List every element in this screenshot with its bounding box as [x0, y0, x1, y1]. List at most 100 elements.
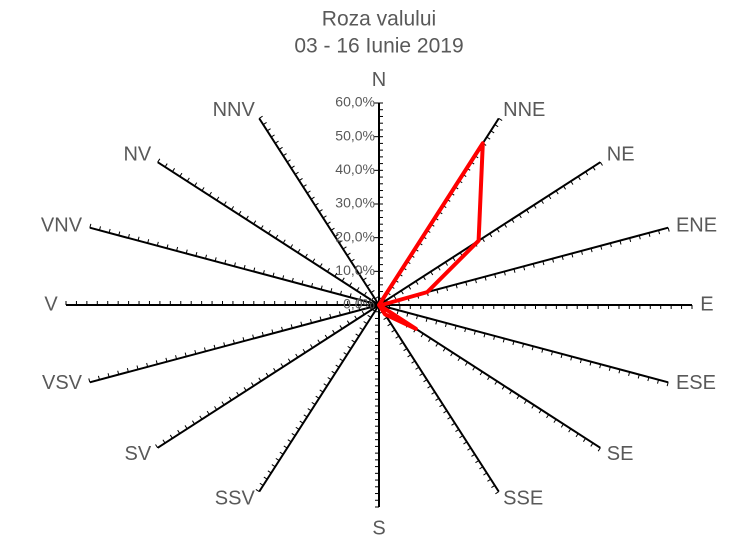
- minor-tick: [279, 451, 284, 455]
- minor-tick: [472, 366, 476, 371]
- minor-tick: [599, 364, 602, 369]
- minor-tick: [354, 315, 358, 320]
- minor-tick: [452, 257, 456, 262]
- minor-tick: [339, 358, 344, 362]
- minor-tick: [223, 342, 226, 347]
- minor-tick: [502, 338, 505, 343]
- minor-tick: [361, 310, 365, 315]
- minor-tick: [509, 390, 513, 395]
- minor-tick: [407, 354, 412, 358]
- chart-title: Roza valului: [322, 8, 436, 31]
- minor-tick: [297, 248, 301, 253]
- minor-tick: [330, 288, 333, 293]
- category-label: V: [44, 293, 58, 315]
- minor-tick: [319, 389, 324, 393]
- minor-tick: [415, 366, 420, 370]
- minor-tick: [445, 286, 448, 291]
- minor-tick: [638, 235, 641, 240]
- minor-tick: [280, 363, 284, 368]
- minor-tick: [216, 196, 220, 201]
- minor-tick: [455, 428, 460, 432]
- minor-tick: [176, 246, 179, 252]
- minor-tick: [228, 396, 232, 401]
- minor-tick: [260, 225, 264, 230]
- minor-tick: [444, 322, 447, 328]
- minor-tick: [156, 241, 159, 246]
- minor-tick: [658, 230, 661, 235]
- minor-tick: [362, 277, 367, 281]
- minor-tick: [350, 258, 355, 262]
- minor-tick: [548, 195, 552, 200]
- minor-tick: [523, 266, 526, 271]
- minor-tick: [415, 280, 419, 285]
- minor-tick: [311, 282, 314, 288]
- minor-tick: [383, 317, 388, 321]
- minor-tick: [303, 414, 308, 418]
- minor-tick: [479, 371, 483, 376]
- minor-tick: [358, 306, 361, 311]
- minor-tick: [589, 361, 592, 366]
- minor-tick: [552, 258, 555, 263]
- minor-tick: [294, 171, 299, 175]
- minor-tick: [592, 166, 596, 171]
- minor-tick: [459, 435, 464, 439]
- minor-tick: [428, 338, 432, 342]
- minor-tick: [667, 227, 670, 232]
- minor-tick: [275, 457, 280, 461]
- minor-tick: [339, 290, 342, 295]
- minor-tick: [346, 252, 351, 256]
- minor-tick: [370, 289, 375, 293]
- minor-tick: [310, 344, 314, 349]
- minor-tick: [177, 429, 181, 434]
- minor-tick: [341, 277, 345, 282]
- minor-tick: [531, 346, 534, 351]
- minor-tick: [166, 244, 169, 249]
- minor-tick: [570, 356, 573, 361]
- minor-tick: [553, 418, 557, 423]
- minor-tick: [454, 325, 457, 330]
- category-label: N: [372, 69, 386, 91]
- minor-tick: [513, 268, 516, 273]
- minor-tick: [164, 163, 168, 168]
- minor-tick: [442, 347, 446, 352]
- minor-tick: [165, 357, 168, 362]
- minor-tick: [347, 345, 352, 349]
- minor-tick: [271, 329, 274, 334]
- minor-tick: [494, 380, 498, 385]
- minor-tick: [349, 293, 352, 298]
- minor-tick: [291, 433, 296, 437]
- minor-tick: [648, 232, 651, 237]
- minor-tick: [223, 201, 227, 206]
- minor-tick: [367, 314, 372, 318]
- series-line: [377, 141, 485, 331]
- minor-tick: [155, 360, 158, 365]
- minor-tick: [568, 428, 572, 433]
- minor-tick: [300, 321, 303, 326]
- minor-tick: [214, 257, 217, 262]
- minor-tick: [463, 441, 468, 445]
- plot: [377, 141, 485, 331]
- minor-tick: [575, 433, 579, 438]
- minor-tick: [343, 352, 348, 356]
- minor-tick: [172, 168, 176, 172]
- minor-tick: [185, 249, 188, 254]
- minor-tick: [107, 373, 110, 378]
- minor-tick: [523, 399, 527, 404]
- minor-tick: [137, 236, 140, 241]
- axes: N NNE NE ENE E ESE SE SSE S SSV SV VSV V VNV NV NNV 0,0%…: [41, 69, 717, 535]
- minor-tick: [231, 206, 235, 211]
- minor-tick: [542, 261, 545, 266]
- minor-tick: [339, 325, 343, 330]
- minor-tick: [487, 376, 491, 381]
- minor-tick: [450, 352, 454, 357]
- minor-tick: [290, 244, 294, 249]
- minor-tick: [290, 324, 293, 329]
- minor-tick: [408, 285, 412, 290]
- minor-tick: [233, 262, 236, 267]
- minor-tick: [495, 491, 500, 495]
- minor-tick: [338, 311, 341, 316]
- minor-tick: [147, 239, 150, 244]
- minor-tick: [307, 408, 312, 412]
- minor-tick: [291, 277, 294, 282]
- minor-tick: [481, 238, 485, 242]
